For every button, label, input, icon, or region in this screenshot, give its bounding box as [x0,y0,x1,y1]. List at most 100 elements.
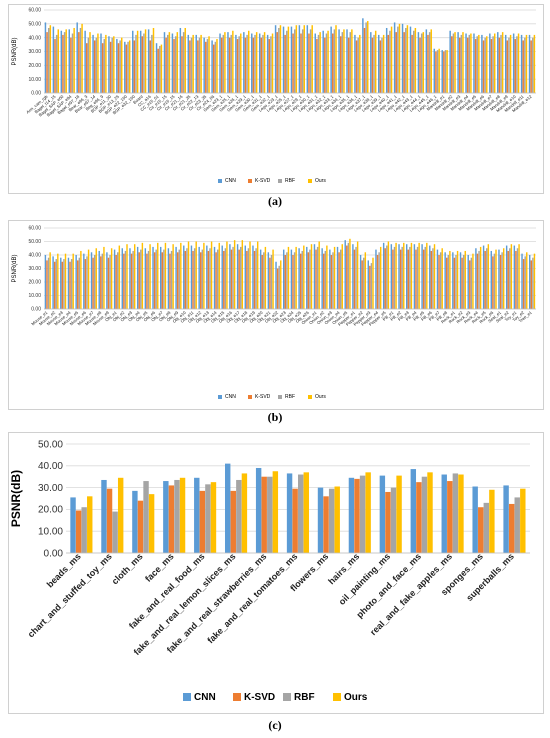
bar [321,248,323,309]
bar [314,33,316,93]
bar [266,34,269,93]
bar [414,27,417,93]
bar [186,248,188,309]
bar [207,250,210,309]
bar [160,44,163,93]
bar [197,40,199,93]
bar [413,30,415,93]
bar [393,246,396,309]
bar [424,246,426,309]
bar [522,259,525,309]
bar [153,252,156,309]
bar [81,23,83,93]
bar [61,261,64,309]
bar [286,473,293,553]
y-axis-label: PSNR(dB) [9,470,23,527]
y-tick-label: 30.00 [28,266,41,272]
bar [416,482,422,553]
bar [206,245,208,309]
y-tick-label: 0.00 [31,307,41,313]
bar [396,475,402,553]
bar [106,252,108,309]
bar [474,39,477,93]
bar [316,246,319,309]
bar [240,246,242,309]
bar [524,37,526,93]
bar [228,37,231,93]
bar [361,260,363,309]
bar [167,248,170,309]
bar [499,255,502,309]
bar [323,253,325,309]
bar [407,249,410,309]
bar [341,32,344,93]
bar [86,43,88,93]
bar [382,34,385,93]
bar [64,253,67,309]
bar [260,37,263,93]
bar [209,248,211,309]
bar [427,34,429,93]
bar [121,248,123,309]
bar [189,40,191,93]
bar [444,50,447,93]
bar [126,244,128,309]
bar [446,50,448,93]
bar [348,477,355,553]
bar [255,32,258,93]
bar [258,33,261,93]
bar [133,244,136,309]
bar [62,34,64,93]
bar [420,33,423,93]
bar [482,40,485,93]
bar [163,32,166,93]
bar [476,36,478,93]
bar [492,36,494,93]
bar [215,252,217,309]
bar [238,249,240,309]
bar [373,34,375,93]
bar [489,489,495,553]
panel-c: 0.00 10.00 20.00 30.00 40.00 50.00 PSNR(dB) bea… [0,430,550,738]
bar [307,252,310,309]
bar [133,40,136,93]
bar [244,37,247,93]
bar [352,244,354,309]
bar [129,248,131,309]
bar [184,27,186,93]
bar [247,30,250,93]
bar [157,48,159,93]
bar [295,246,297,309]
y-tick-label: 30.00 [28,49,41,55]
bar [336,246,339,309]
legend-label: RBF [285,178,295,184]
bar [409,26,412,94]
bar [263,32,266,93]
bar [60,30,63,93]
bar [303,245,305,309]
chart-a: 0.00 10.00 20.00 30.00 40.00 50.00 60.00 PSNR(d… [12,8,536,184]
bar [195,241,197,309]
bar [455,255,457,309]
bar [206,39,209,93]
bar [472,253,474,309]
bar [52,26,55,94]
bar [365,22,367,94]
bar [101,479,107,553]
bar [55,259,57,309]
bar [428,32,431,93]
bar [230,490,236,553]
bar [332,33,334,93]
legend-label: Ours [315,178,326,184]
bar [276,32,278,93]
bar [387,34,390,93]
bar [398,23,401,93]
bar [124,41,126,93]
bar [216,39,218,93]
bar [272,471,279,553]
bar [193,248,196,309]
bar [409,246,411,309]
bar [323,496,329,553]
bar [103,39,105,93]
bar [505,245,508,309]
